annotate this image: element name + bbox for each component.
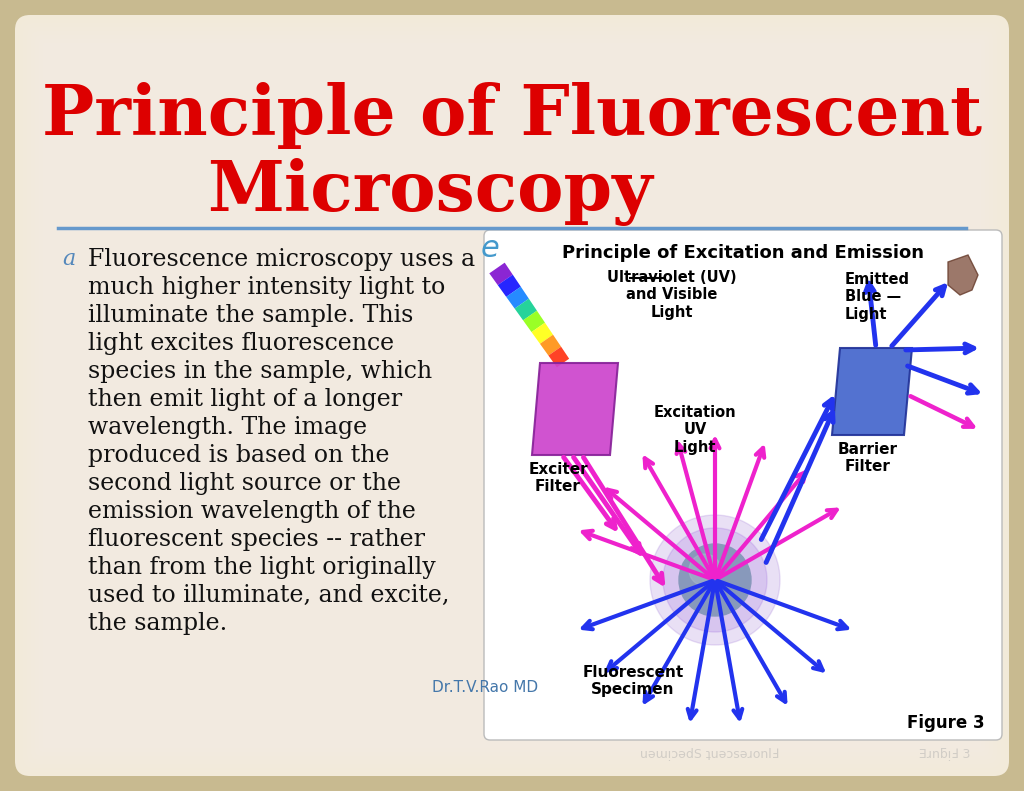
Text: Barrier
Filter: Barrier Filter [838, 442, 898, 475]
Text: fluorescent species -- rather: fluorescent species -- rather [88, 528, 425, 551]
Text: the sample.: the sample. [88, 612, 227, 635]
Text: Excitation
UV
Light: Excitation UV Light [653, 405, 736, 455]
Text: Microscopy: Microscopy [207, 158, 653, 226]
Polygon shape [540, 335, 561, 355]
Text: than from the light originally: than from the light originally [88, 556, 436, 579]
Text: uǝɯᴉɔǝdS ʇuǝɔsǝɹonlℲ: uǝɯᴉɔǝdS ʇuǝɔsǝɹonlℲ [640, 748, 779, 761]
Polygon shape [523, 311, 545, 332]
Text: then emit light of a longer: then emit light of a longer [88, 388, 402, 411]
FancyBboxPatch shape [484, 230, 1002, 740]
Text: Dr.T.V.Rao MD: Dr.T.V.Rao MD [432, 680, 539, 695]
Text: Ultraviolet (UV)
and Visible
Light: Ultraviolet (UV) and Visible Light [607, 270, 737, 320]
Text: produced is based on the: produced is based on the [88, 444, 389, 467]
Polygon shape [948, 255, 978, 295]
Text: Emitted
Blue —
Light: Emitted Blue — Light [845, 272, 910, 322]
Circle shape [689, 554, 721, 586]
Text: e: e [480, 234, 500, 263]
Text: species in the sample, which: species in the sample, which [88, 360, 432, 383]
Polygon shape [531, 323, 553, 344]
Text: Figure 3: Figure 3 [907, 714, 985, 732]
Text: emission wavelength of the: emission wavelength of the [88, 500, 416, 523]
Text: Fluorescent
Specimen: Fluorescent Specimen [583, 665, 684, 698]
Text: Principle of Excitation and Emission: Principle of Excitation and Emission [562, 244, 924, 262]
Circle shape [679, 544, 751, 616]
Text: light excites fluorescence: light excites fluorescence [88, 332, 394, 355]
Text: wavelength. The image: wavelength. The image [88, 416, 368, 439]
Text: Exciter
Filter: Exciter Filter [528, 462, 588, 494]
Text: Principle of Fluorescent: Principle of Fluorescent [42, 82, 982, 149]
Polygon shape [489, 263, 513, 285]
Polygon shape [515, 299, 537, 320]
Polygon shape [831, 348, 912, 435]
Polygon shape [549, 346, 569, 367]
Text: illuminate the sample. This: illuminate the sample. This [88, 304, 414, 327]
Polygon shape [506, 286, 528, 308]
Text: ƎɹnƃᴉℲ 3: ƎɹnƃᴉℲ 3 [920, 748, 971, 761]
Polygon shape [498, 274, 521, 297]
Circle shape [663, 528, 767, 632]
Text: Fluorescence microscopy uses a: Fluorescence microscopy uses a [88, 248, 475, 271]
Text: used to illuminate, and excite,: used to illuminate, and excite, [88, 584, 450, 607]
Text: a: a [62, 248, 75, 270]
Polygon shape [532, 363, 618, 455]
Circle shape [650, 515, 780, 645]
FancyBboxPatch shape [15, 15, 1009, 776]
Text: much higher intensity light to: much higher intensity light to [88, 276, 445, 299]
Text: second light source or the: second light source or the [88, 472, 401, 495]
